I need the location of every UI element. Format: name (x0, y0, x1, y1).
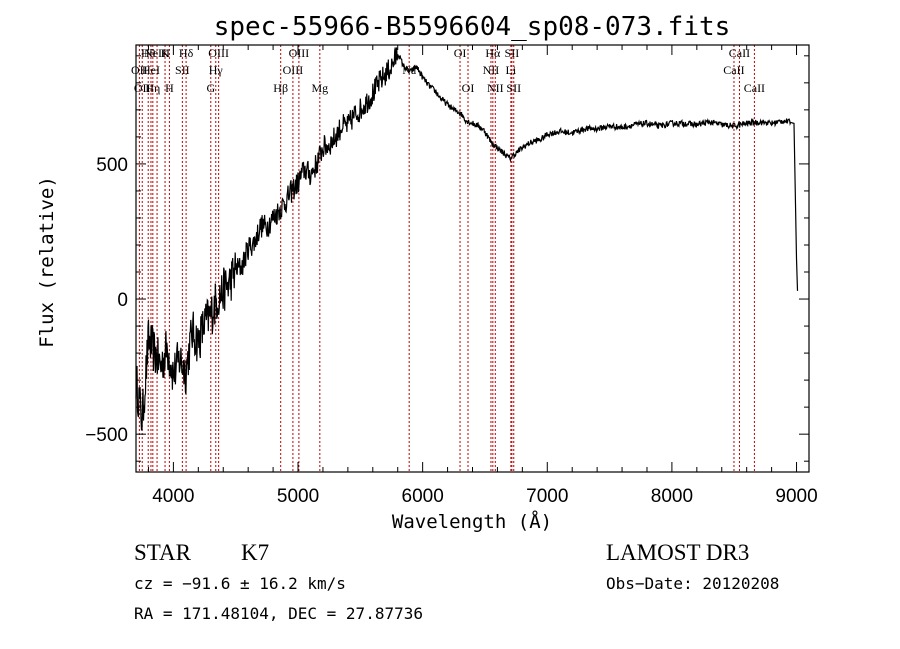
y-axis-ticks: −500 0 500 (85, 55, 809, 462)
spectral-line-label: OIII (208, 46, 229, 60)
spectral-line-label: Hγ (209, 63, 224, 77)
spectral-line-label: OI (462, 81, 475, 95)
x-axis-ticks: 4000 5000 6000 7000 8000 9000 (147, 45, 818, 507)
spectral-line-label: CaII (723, 63, 744, 77)
object-class: STAR (134, 540, 192, 565)
spectral-line-label: HeI (142, 63, 160, 77)
chart-title: spec-55966-B5596604_sp08-073.fits (214, 12, 731, 42)
coordinates: RA = 171.48104, DEC = 27.87736 (134, 604, 423, 623)
x-tick-label: 9000 (775, 486, 817, 507)
y-tick-label: 500 (96, 155, 128, 176)
y-tick-label: 0 (117, 290, 128, 311)
spectral-line-label: Hθ (141, 46, 156, 60)
x-tick-label: 6000 (402, 486, 444, 507)
spectral-line-label: SII (175, 63, 190, 77)
spectral-line-label: OII (134, 81, 151, 95)
spectral-line-label: Hη (145, 81, 160, 95)
x-tick-label: 4000 (152, 486, 194, 507)
spectral-line-label: OII (131, 63, 148, 77)
spectral-line-label: OI (454, 46, 467, 60)
spectral-line-label: NII (483, 63, 500, 77)
y-tick-label: −500 (85, 425, 128, 446)
object-subclass: K7 (241, 540, 269, 565)
spectral-line-label: Hβ (273, 81, 288, 95)
spectral-line-label: G (206, 81, 215, 95)
spectrum-line (135, 47, 799, 431)
spectral-line-label: CaII (729, 46, 750, 60)
spectral-line-label: NeIII (144, 46, 170, 60)
spectral-line-label: Li (506, 63, 517, 77)
spectral-line-label: SII (506, 81, 521, 95)
x-tick-label: 8000 (651, 486, 693, 507)
spectral-line-label: H (165, 81, 174, 95)
spectral-line-label: Mg (311, 81, 328, 95)
spectral-line-label: OIII (289, 46, 310, 60)
x-tick-label: 7000 (526, 486, 568, 507)
spectral-line-label: Hδ (179, 46, 194, 60)
spectral-line-label: OIII (283, 63, 304, 77)
x-axis-label: Wavelength (Å) (392, 510, 552, 533)
observation-date: Obs−Date: 20120208 (606, 574, 779, 593)
spectral-line-label: Hα (485, 46, 501, 60)
spectral-line-label: SII (505, 46, 520, 60)
spectral-line-label: CaII (744, 81, 765, 95)
spectral-line-markers (138, 45, 755, 472)
y-axis-label: Flux (relative) (36, 176, 58, 348)
spectral-line-label: NII (487, 81, 504, 95)
spectral-line-label: K (161, 46, 170, 60)
redshift-value: cz = −91.6 ± 16.2 km/s (134, 574, 346, 593)
survey-name: LAMOST DR3 (606, 540, 749, 565)
x-tick-label: 5000 (277, 486, 319, 507)
